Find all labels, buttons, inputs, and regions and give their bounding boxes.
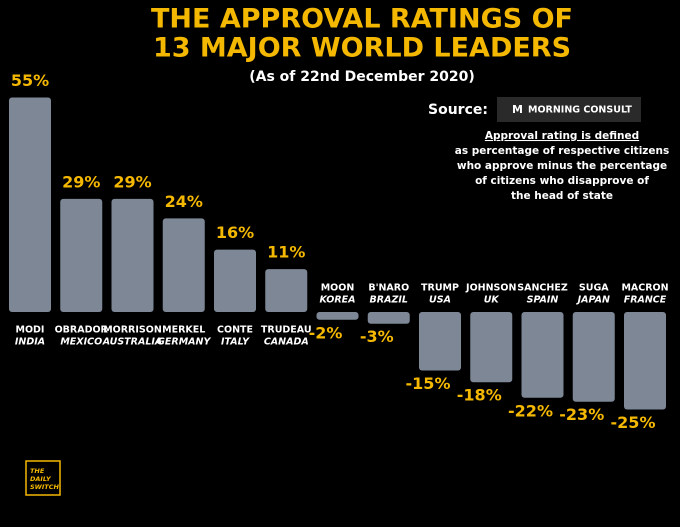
leader-country: USA	[429, 295, 451, 306]
leader-name: JOHNSON	[465, 283, 516, 294]
bar	[572, 312, 615, 402]
value-label: 29%	[113, 172, 151, 191]
source-name: MORNING CONSULT	[528, 105, 632, 116]
leader-country: AUSTRALIA	[102, 337, 163, 348]
note-line: who approve minus the percentage	[457, 160, 667, 172]
note-line: of citizens who disapprove of	[475, 175, 649, 187]
value-label: -22%	[508, 401, 553, 420]
leader-name: OBRADOR	[55, 325, 109, 336]
leader-country: KOREA	[320, 295, 356, 306]
leader-country: FRANCE	[624, 295, 667, 306]
leader-name: MORRISON	[103, 325, 162, 336]
leader-country: UK	[484, 295, 500, 306]
value-label: 55%	[11, 71, 49, 90]
leader-name: MERKEL	[162, 325, 205, 336]
logo-box	[25, 460, 61, 496]
bar	[367, 312, 410, 324]
bar	[111, 198, 154, 312]
leader-name: MACRON	[621, 283, 668, 294]
leader-name: TRUDEAU	[261, 325, 312, 336]
value-label: -23%	[559, 405, 604, 424]
value-label: -25%	[611, 413, 656, 432]
leader-name: B'NARO	[368, 283, 409, 294]
leader-country: CANADA	[264, 337, 309, 348]
title-line: 13 MAJOR WORLD LEADERS	[153, 33, 571, 64]
leader-country: GERMANY	[157, 337, 211, 348]
bar	[470, 312, 513, 383]
note-line: as percentage of respective citizens	[455, 145, 670, 157]
subtitle: (As of 22nd December 2020)	[249, 69, 475, 85]
value-label: -18%	[457, 386, 502, 405]
leader-country: ITALY	[221, 337, 250, 348]
leader-country: MEXICO	[60, 337, 102, 348]
bar	[162, 218, 205, 312]
bar	[624, 312, 666, 410]
leader-name: SUGA	[579, 283, 609, 294]
bar	[521, 312, 564, 398]
logo-text: SWITCH	[30, 483, 59, 491]
leader-name: TRUMP	[421, 283, 459, 294]
leader-country: JAPAN	[576, 295, 610, 306]
note-line: the head of state	[511, 190, 613, 202]
note-line: Approval rating is defined	[485, 130, 639, 142]
leader-name: MODI	[16, 325, 45, 336]
value-label: -2%	[309, 323, 343, 342]
bar	[265, 269, 308, 312]
bar	[419, 312, 461, 371]
value-label: 29%	[62, 172, 100, 191]
leader-name: SANCHEZ	[517, 283, 568, 294]
bar	[9, 97, 51, 312]
logo-text: THE	[30, 467, 45, 475]
source-label: Source:	[428, 102, 488, 118]
source-icon: M	[512, 103, 523, 116]
value-label: 24%	[165, 192, 203, 211]
leader-name: CONTE	[217, 325, 253, 336]
leader-country: BRAZIL	[370, 295, 408, 306]
bar	[316, 312, 359, 320]
value-label: 16%	[216, 223, 254, 242]
bar	[214, 249, 256, 312]
leader-country: INDIA	[15, 337, 45, 348]
value-label: -15%	[406, 374, 451, 393]
bar	[60, 198, 103, 312]
source-box	[497, 97, 641, 122]
leader-country: SPAIN	[527, 295, 559, 306]
value-label: 11%	[267, 243, 305, 262]
logo-text: DAILY	[30, 475, 52, 483]
title-line: THE APPROVAL RATINGS OF	[151, 4, 573, 35]
leader-name: MOON	[321, 283, 355, 294]
value-label: -3%	[360, 327, 394, 346]
